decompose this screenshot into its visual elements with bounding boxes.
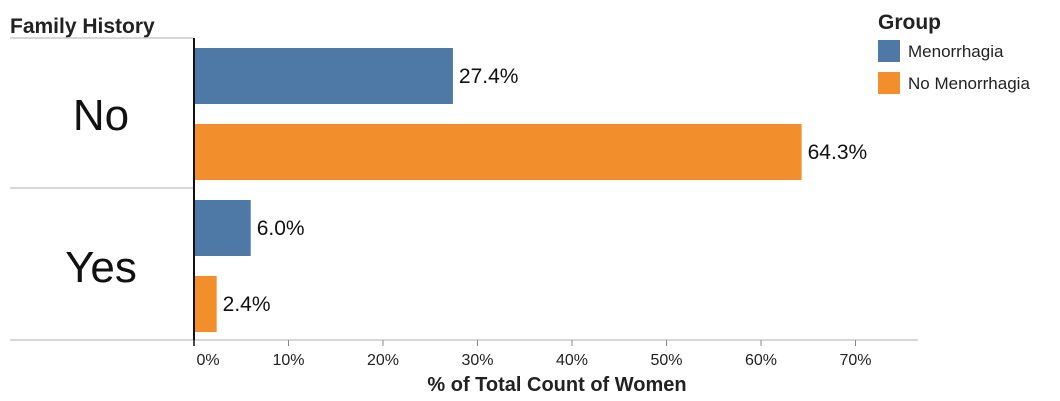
value-label-no-menorrhagia: 27.4%: [459, 65, 519, 88]
x-axis-title: % of Total Count of Women: [427, 374, 686, 396]
x-tick-label: 40%: [556, 352, 588, 369]
bars-group: [194, 48, 802, 332]
legend-swatch-menorrhagia: [878, 40, 900, 62]
value-label-yes-no-menorrhagia: 2.4%: [223, 293, 271, 316]
row-header: Family History: [10, 15, 155, 38]
legend-label-no-menorrhagia: No Menorrhagia: [908, 74, 1030, 93]
x-tick-label: 20%: [367, 352, 399, 369]
bar-no-no-menorrhagia: [194, 124, 802, 180]
x-tick-label: 70%: [839, 352, 871, 369]
legend-label-menorrhagia: Menorrhagia: [908, 42, 1004, 61]
x-ticks-group: 0% 10% 20% 30% 40% 50% 60% 70%: [193, 340, 872, 369]
x-tick-label: 0%: [196, 352, 219, 369]
legend: Group Menorrhagia No Menorrhagia: [878, 11, 1030, 94]
value-label-no-no-menorrhagia: 64.3%: [808, 141, 868, 164]
value-labels-group: 27.4% 64.3% 6.0% 2.4%: [223, 65, 868, 316]
x-tick-label: 60%: [745, 352, 777, 369]
bar-yes-menorrhagia: [194, 200, 251, 256]
bar-no-menorrhagia: [194, 48, 453, 104]
x-tick-label: 30%: [461, 352, 493, 369]
bar-yes-no-menorrhagia: [194, 276, 217, 332]
legend-title: Group: [878, 11, 941, 34]
value-label-yes-menorrhagia: 6.0%: [257, 217, 305, 240]
legend-swatch-no-menorrhagia: [878, 72, 900, 94]
category-label-yes: Yes: [65, 243, 137, 292]
x-tick-label: 50%: [650, 352, 682, 369]
x-tick-label: 10%: [272, 352, 304, 369]
category-label-no: No: [73, 91, 129, 140]
